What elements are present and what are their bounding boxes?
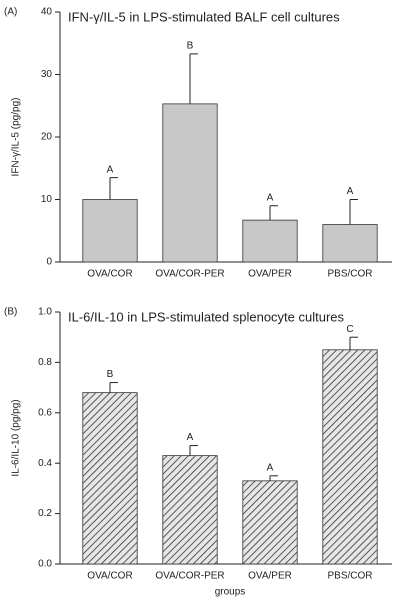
significance-letter: A	[107, 164, 114, 175]
significance-letter: A	[347, 186, 354, 197]
bar	[242, 219, 298, 263]
x-tick-label: OVA/PER	[248, 269, 292, 280]
panel-label: (B)	[4, 307, 17, 318]
bar	[82, 392, 138, 565]
y-tick-label: 1.0	[38, 307, 52, 318]
bar	[162, 103, 218, 263]
x-tick-label: OVA/COR-PER	[155, 571, 224, 582]
x-tick-label: OVA/PER	[248, 571, 292, 582]
y-tick-label: 0.8	[38, 357, 52, 368]
significance-letter: A	[267, 462, 274, 473]
bar	[242, 480, 298, 565]
y-tick-label: 0	[46, 257, 52, 268]
significance-letter: C	[346, 324, 353, 335]
y-tick-label: 0.0	[38, 559, 52, 570]
x-axis-label: groups	[215, 587, 246, 598]
bar	[82, 199, 138, 263]
bar	[162, 455, 218, 565]
y-tick-label: 0.2	[38, 508, 52, 519]
x-tick-label: PBS/COR	[327, 269, 372, 280]
y-tick-label: 0.6	[38, 407, 52, 418]
x-tick-label: OVA/COR	[87, 571, 132, 582]
bar	[322, 349, 378, 565]
chart-title: IL-6/IL-10 in LPS-stimulated splenocyte …	[68, 309, 345, 324]
y-tick-label: 20	[41, 132, 53, 143]
significance-letter: B	[107, 369, 114, 380]
y-tick-label: 10	[41, 194, 53, 205]
chart-title: IFN-γ/IL-5 in LPS-stimulated BALF cell c…	[68, 9, 340, 24]
x-tick-label: OVA/COR-PER	[155, 269, 224, 280]
y-tick-label: 30	[41, 69, 53, 80]
x-tick-label: OVA/COR	[87, 269, 132, 280]
y-tick-label: 0.4	[38, 458, 52, 469]
y-tick-label: 40	[41, 7, 53, 18]
significance-letter: A	[187, 432, 194, 443]
significance-letter: A	[267, 192, 274, 203]
y-axis-label: IL-6/IL-10 (pg/pg)	[11, 399, 22, 476]
y-axis-label: IFN-γ/IL-5 (pg/pg)	[11, 98, 22, 177]
significance-letter: B	[187, 41, 194, 52]
x-tick-label: PBS/COR	[327, 571, 372, 582]
bar	[322, 224, 378, 263]
panel-label: (A)	[4, 7, 17, 18]
